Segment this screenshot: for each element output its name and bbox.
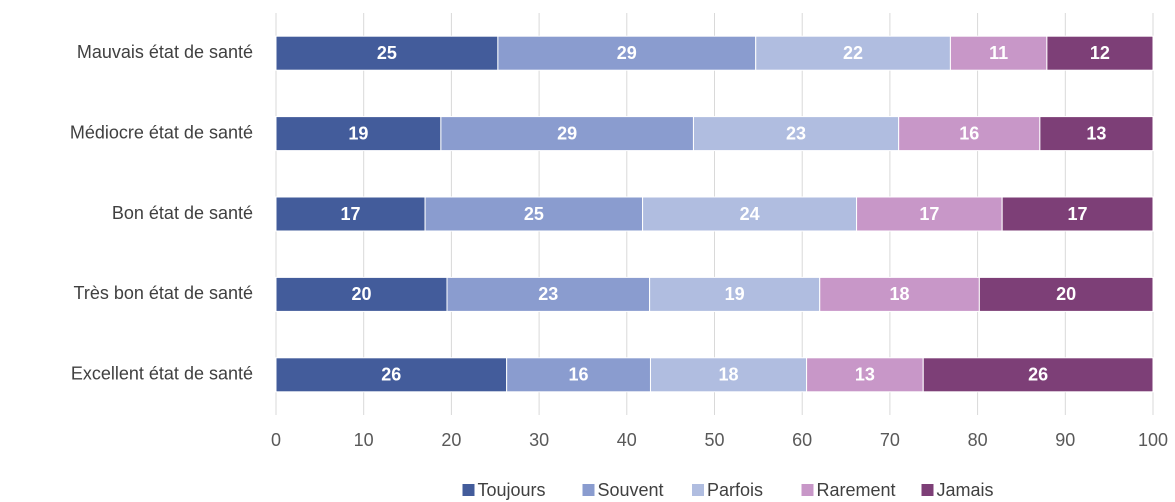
data-label: 18 xyxy=(890,284,910,304)
data-label: 25 xyxy=(524,204,544,224)
data-label: 26 xyxy=(381,365,401,385)
data-label: 13 xyxy=(1086,123,1106,143)
data-label: 19 xyxy=(725,284,745,304)
bar-segment xyxy=(949,35,1048,71)
bar-segment xyxy=(819,276,980,312)
data-label: 26 xyxy=(1028,365,1048,385)
bar-segment xyxy=(275,276,448,312)
bar-segment xyxy=(275,196,426,232)
x-tick-label: 10 xyxy=(354,430,374,450)
bar-segment xyxy=(506,357,651,393)
legend-label: Rarement xyxy=(817,480,896,500)
x-tick-label: 50 xyxy=(704,430,724,450)
bar-segment xyxy=(275,35,499,71)
legend-label: Jamais xyxy=(937,480,994,500)
x-tick-label: 0 xyxy=(271,430,281,450)
bar-segment xyxy=(642,196,858,232)
legend-swatch xyxy=(921,484,934,496)
x-tick-label: 80 xyxy=(968,430,988,450)
legend-swatch xyxy=(582,484,595,496)
bar-segment xyxy=(497,35,757,71)
category-label: Mauvais état de santé xyxy=(77,42,253,62)
data-label: 17 xyxy=(341,204,361,224)
category-label: Très bon état de santé xyxy=(74,283,253,303)
bar-segment xyxy=(275,116,442,152)
legend-label: Toujours xyxy=(478,480,546,500)
data-label: 17 xyxy=(1068,204,1088,224)
data-label: 19 xyxy=(348,123,368,143)
x-tick-label: 100 xyxy=(1138,430,1168,450)
bar-segment xyxy=(806,357,924,393)
data-label: 23 xyxy=(786,123,806,143)
x-tick-label: 30 xyxy=(529,430,549,450)
data-label: 25 xyxy=(377,43,397,63)
x-tick-label: 20 xyxy=(441,430,461,450)
data-label: 12 xyxy=(1090,43,1110,63)
bar-segment xyxy=(922,357,1154,393)
data-label: 17 xyxy=(919,204,939,224)
bar-segment xyxy=(978,276,1154,312)
data-label: 20 xyxy=(1056,284,1076,304)
legend-swatch xyxy=(462,484,475,496)
x-tick-label: 40 xyxy=(617,430,637,450)
data-label: 13 xyxy=(855,365,875,385)
category-label: Médiocre état de santé xyxy=(70,122,253,142)
bar-segment xyxy=(440,116,694,152)
bar-segment xyxy=(1046,35,1154,71)
bar-segment xyxy=(275,357,508,393)
x-tick-label: 70 xyxy=(880,430,900,450)
data-label: 29 xyxy=(617,43,637,63)
bar-segment xyxy=(1001,196,1154,232)
data-label: 29 xyxy=(557,123,577,143)
data-label: 22 xyxy=(843,43,863,63)
bar-segment xyxy=(649,276,821,312)
data-label: 23 xyxy=(538,284,558,304)
x-tick-label: 90 xyxy=(1055,430,1075,450)
data-label: 16 xyxy=(959,123,979,143)
bar-segment xyxy=(446,276,651,312)
bar-segment xyxy=(424,196,644,232)
category-label: Bon état de santé xyxy=(112,203,253,223)
data-label: 18 xyxy=(719,365,739,385)
data-label: 16 xyxy=(569,365,589,385)
data-label: 20 xyxy=(351,284,371,304)
bar-segment xyxy=(1039,116,1154,152)
bar-segment xyxy=(649,357,808,393)
data-label: 24 xyxy=(740,204,760,224)
legend-swatch xyxy=(801,484,814,496)
legend-label: Parfois xyxy=(707,480,763,500)
data-label: 11 xyxy=(989,43,1008,63)
bar-segment xyxy=(898,116,1041,152)
bar-segment xyxy=(856,196,1003,232)
category-label: Excellent état de santé xyxy=(71,364,253,384)
x-tick-label: 60 xyxy=(792,430,812,450)
legend-swatch xyxy=(692,484,704,496)
legend-label: Souvent xyxy=(598,480,664,500)
